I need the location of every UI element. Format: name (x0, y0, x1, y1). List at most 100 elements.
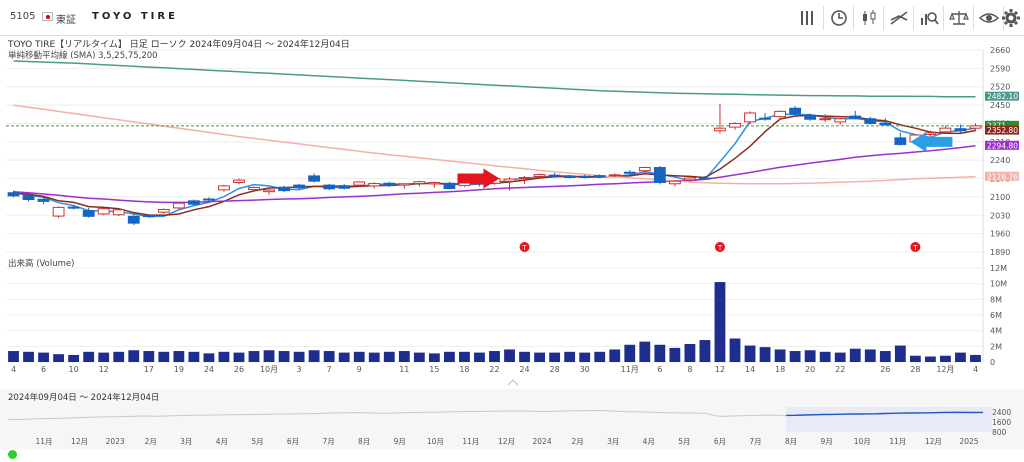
candle (578, 175, 591, 178)
volume-bar (353, 351, 365, 362)
volume-bar (428, 353, 440, 362)
candle (323, 184, 336, 190)
candle (82, 210, 95, 217)
stock-chart[interactable]: TOYO TIRE【リアルタイム】 日足 ローソク 2024年09月04日 ～ … (0, 36, 1024, 386)
volume-bar (789, 351, 801, 362)
navigator-x-tick-label: 11月 (889, 437, 906, 446)
volume-bar (534, 352, 546, 362)
candle (187, 200, 200, 205)
annotation-arrow-right (457, 168, 500, 189)
candle (819, 118, 832, 121)
bars-icon[interactable] (792, 3, 822, 33)
x-tick-label: 8 (687, 365, 692, 374)
candle (879, 122, 892, 126)
candle (699, 177, 711, 180)
clock-icon[interactable] (824, 3, 854, 33)
candle (353, 181, 366, 186)
x-tick-label: 9 (357, 365, 362, 374)
candle (172, 202, 185, 209)
candle (954, 128, 967, 132)
volume-bar (128, 350, 140, 362)
volume-bar (804, 350, 816, 362)
candle (939, 127, 952, 133)
volume-bar (970, 354, 981, 362)
collapse-chevron-icon[interactable] (507, 379, 519, 386)
x-tick-label: 28 (550, 365, 560, 374)
volume-bar (819, 351, 831, 362)
status-indicator (8, 450, 17, 459)
candle (924, 132, 937, 135)
volume-bar (654, 344, 666, 362)
navigator-y-tick-label: 2400 (992, 408, 1011, 417)
candle (638, 167, 651, 172)
volume-bar (203, 353, 215, 362)
navigator-x-tick-label: 9月 (821, 437, 833, 446)
x-tick-label: 10 (69, 365, 79, 374)
chart-search-icon[interactable] (914, 3, 944, 33)
navigator-x-tick-label: 4月 (216, 437, 228, 446)
navigator-x-tick-label: 10月 (854, 437, 871, 446)
candle (338, 185, 351, 189)
x-tick-label: 30 (580, 365, 590, 374)
navigator-x-tick-label: 3月 (180, 437, 192, 446)
event-marker-label: T (521, 244, 527, 252)
price-badge-label: 2176.76 (987, 172, 1018, 181)
candle (443, 182, 456, 190)
price-badge-label: 2482.10 (987, 92, 1018, 101)
candlestick-icon[interactable] (854, 3, 884, 33)
volume-bar (293, 351, 305, 362)
eye-icon[interactable] (974, 3, 1004, 33)
x-tick-label: 7 (327, 365, 332, 374)
x-tick-label: 28 (910, 365, 920, 374)
navigator-x-tick-label: 3月 (607, 437, 619, 446)
navigator-x-tick-label: 7月 (749, 437, 761, 446)
price-tick-label: 1960 (990, 230, 1010, 239)
volume-bar (909, 355, 921, 362)
x-tick-label: 14 (745, 365, 755, 374)
navigator-x-tick-label: 5月 (678, 437, 690, 446)
gear-icon[interactable] (996, 3, 1024, 33)
navigator-x-tick-label: 6月 (714, 437, 726, 446)
market-name: 東証 (56, 15, 76, 26)
volume-bar (278, 351, 290, 362)
volume-bar (864, 349, 876, 362)
volume-bar (143, 351, 155, 362)
volume-bar (924, 356, 936, 362)
volume-tick-label: 8M (990, 295, 1002, 304)
navigator-y-tick-label: 800 (992, 428, 1007, 437)
volume-bar (113, 351, 125, 362)
volume-bar (714, 282, 726, 362)
volume-bar (609, 349, 621, 362)
company-name: TOYO TIRE (92, 11, 178, 22)
volume-bar (774, 349, 786, 362)
volume-bar (83, 351, 95, 362)
sma-legend: 単純移動平均線 (SMA) 3,5,25,75,200 (8, 50, 158, 61)
volume-bar (68, 354, 80, 362)
volume-bar (594, 351, 606, 362)
candle (413, 181, 426, 185)
scale-icon[interactable] (944, 3, 974, 33)
price-badge (985, 125, 1019, 135)
x-tick-label: 24 (519, 365, 529, 374)
candle (218, 185, 230, 191)
chart-header: 5105 東証 TOYO TIRE (0, 0, 1024, 36)
candle (398, 183, 411, 186)
navigator-selection (786, 407, 992, 432)
navigator-x-tick-label: 8月 (358, 437, 370, 446)
navigator-x-tick-label: 11月 (35, 437, 52, 446)
candle (52, 206, 65, 217)
candle (864, 118, 877, 124)
trend-line-icon[interactable] (884, 3, 914, 33)
volume-bar (759, 347, 771, 362)
price-tick-label: 2520 (990, 83, 1010, 92)
volume-bar (579, 352, 591, 362)
candle (67, 206, 80, 209)
volume-bar (549, 352, 561, 362)
candle (112, 209, 125, 216)
navigator-x-tick-label: 2024 (533, 437, 552, 446)
volume-bar (23, 351, 34, 362)
volume-bar (879, 351, 891, 362)
volume-tick-label: 10M (990, 280, 1007, 289)
navigator-x-tick-label: 11月 (462, 437, 479, 446)
